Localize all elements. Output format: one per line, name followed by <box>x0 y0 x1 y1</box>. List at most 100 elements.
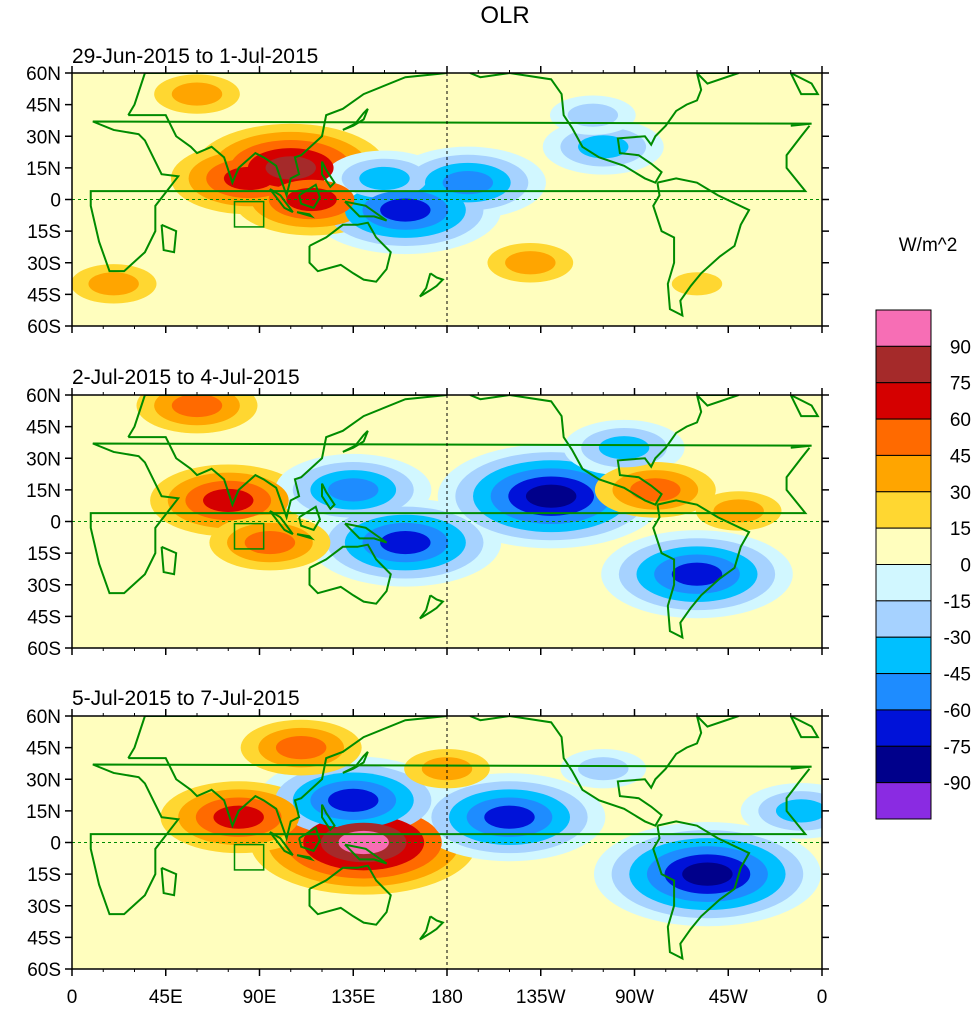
island-box <box>233 843 265 871</box>
colorbar-swatch <box>875 745 932 784</box>
coastline-8 <box>298 183 322 210</box>
anomaly-4-contour-1 <box>484 805 535 829</box>
coastline-3 <box>308 864 392 926</box>
coastline-11 <box>321 483 336 511</box>
x-tick-label: 90E <box>243 987 277 1008</box>
colorbar-label: -30 <box>944 628 971 649</box>
x-tick-label: 0 <box>817 987 828 1008</box>
coastline-8 <box>298 505 322 532</box>
y-tick-label: 60N <box>26 707 61 728</box>
panel-2-subtitle: 2-Jul-2015 to 4-Jul-2015 <box>72 366 300 389</box>
y-tick-label: 45N <box>26 418 61 439</box>
colorbar-label: -45 <box>944 665 971 686</box>
y-tick-label: 30S <box>27 897 61 918</box>
colorbar-label: 15 <box>950 519 971 540</box>
y-tick-label: 15N <box>26 481 61 502</box>
panel-3-subtitle: 5-Jul-2015 to 7-Jul-2015 <box>72 687 300 710</box>
y-tick-label: 30N <box>26 449 61 470</box>
coastline-5 <box>652 820 751 961</box>
y-tick-label: 45N <box>26 96 61 117</box>
island-box <box>233 200 265 228</box>
colorbar-label: 45 <box>950 446 971 467</box>
colorbar-swatch <box>875 418 932 456</box>
coastline-14 <box>696 73 739 85</box>
coastline-10 <box>342 430 369 453</box>
anomaly-2-contour-1 <box>265 156 316 180</box>
x-tick-label: 45W <box>709 987 748 1008</box>
colorbar-swatch <box>875 709 932 747</box>
panel-2-field <box>136 395 793 619</box>
y-tick-label: 30N <box>26 127 61 148</box>
coastline-7 <box>296 211 315 219</box>
colorbar-swatch <box>875 782 932 820</box>
panel-1: 29-Jun-2015 to 1-Jul-2015 60N 45N 30N 15N 0 1… <box>26 45 829 338</box>
y-tick-label: 15S <box>27 865 61 886</box>
anomaly-7-contour-1 <box>275 736 327 760</box>
coastline-6 <box>269 188 294 214</box>
anomaly-2-contour-1 <box>244 530 296 555</box>
colorbar-swatch <box>875 345 932 384</box>
colorbar-label: 60 <box>950 410 971 431</box>
coastline-10 <box>342 751 369 774</box>
colorbar-label: -15 <box>944 592 971 613</box>
coastline-14 <box>696 395 739 407</box>
coastline-9 <box>344 843 388 865</box>
y-tick-label: 45S <box>27 607 61 628</box>
coastline-2 <box>127 73 448 199</box>
colorbar-swatch <box>875 564 932 602</box>
anomaly-4-contour-1 <box>359 166 410 191</box>
y-tick-label: 60S <box>27 317 61 338</box>
y-tick-label: 60N <box>26 64 61 85</box>
coastline-1 <box>89 763 812 916</box>
colorbar-swatch <box>875 309 932 347</box>
panel-2-coastlines <box>89 395 820 640</box>
coastline-4 <box>469 395 703 506</box>
y-tick-label: 15N <box>26 159 61 180</box>
panel-2: 2-Jul-2015 to 4-Jul-2015 60N 45N 30N 15N 0 15… <box>26 366 829 660</box>
y-tick-label: 15S <box>27 222 61 243</box>
anomaly-5-contour-1 <box>682 862 733 886</box>
y-tick-label: 0 <box>50 513 61 534</box>
coastline-13 <box>419 915 445 941</box>
colorbar-swatch <box>875 491 932 529</box>
anomaly-1-contour-1 <box>213 805 264 829</box>
coastline-14 <box>696 716 739 728</box>
coastline-5 <box>652 499 751 640</box>
anomaly-12-contour-1 <box>671 272 723 296</box>
panel-3: 5-Jul-2015 to 7-Jul-2015 0 45E 90E 135E 180 1… <box>26 687 829 1008</box>
coastline-11 <box>321 804 336 832</box>
anomaly-6-contour-1 <box>421 757 473 781</box>
y-tick-label: 45S <box>27 285 61 306</box>
y-tick-label: 45N <box>26 739 61 760</box>
x-tick-label: 45E <box>149 987 183 1008</box>
coastline-2 <box>127 395 448 521</box>
anomaly-9-contour-1 <box>775 799 822 823</box>
x-tick-label: 180 <box>431 987 463 1008</box>
colorbar-label: -60 <box>944 701 971 722</box>
anomaly-4-contour-1 <box>380 530 431 555</box>
coastline-15 <box>789 716 820 739</box>
figure-title: OLR <box>480 2 529 29</box>
coastline-15 <box>789 73 820 96</box>
coastline-7 <box>296 854 315 862</box>
panel-1-field <box>72 74 723 304</box>
anomaly-3-contour-1 <box>286 187 337 212</box>
anomaly-2-contour-1 <box>338 830 389 855</box>
coastline-10 <box>342 108 369 131</box>
anomaly-6-contour-1 <box>380 198 431 222</box>
y-tick-label: 60N <box>26 386 61 407</box>
anomaly-5-contour-1 <box>442 171 494 195</box>
colorbar-label: -90 <box>944 774 971 795</box>
colorbar-swatch <box>875 527 932 566</box>
anomaly-8-contour-1 <box>578 757 629 781</box>
coastline-4 <box>469 73 703 184</box>
y-tick-label: 30N <box>26 770 61 791</box>
panel-1-subtitle: 29-Jun-2015 to 1-Jul-2015 <box>72 45 318 68</box>
y-tick-label: 0 <box>50 191 61 212</box>
y-tick-label: 60S <box>27 960 61 981</box>
colorbar-swatch <box>875 382 932 420</box>
colorbar-label: 75 <box>950 374 971 395</box>
anomaly-6-contour-1 <box>671 562 723 586</box>
coastline-1 <box>89 442 812 595</box>
